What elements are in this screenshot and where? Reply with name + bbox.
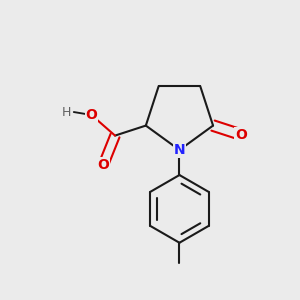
Text: H: H	[61, 106, 71, 118]
Text: O: O	[235, 128, 247, 142]
Text: O: O	[85, 108, 98, 122]
Text: O: O	[97, 158, 109, 172]
Text: N: N	[174, 143, 185, 157]
